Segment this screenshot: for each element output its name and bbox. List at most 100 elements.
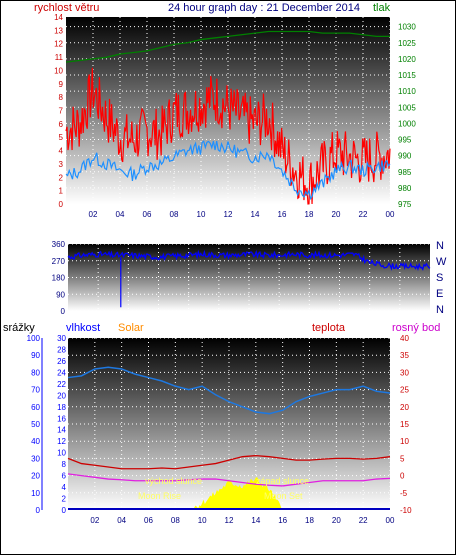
chart-title: 24 hour graph day : 21 December 2014 xyxy=(168,2,360,14)
time-tick-label: 16 xyxy=(278,516,287,525)
time-tick-label: 02 xyxy=(89,210,98,219)
humidity-tick-label: 24 xyxy=(57,368,66,377)
temperature-tick-label: -5 xyxy=(400,489,408,498)
temperature-tick-label: 20 xyxy=(400,403,409,412)
time-tick-label: 18 xyxy=(305,516,314,525)
direction-tick-label: 360 xyxy=(52,240,66,249)
humidity-tick-label: 2 xyxy=(62,495,67,504)
time-tick-label: 04 xyxy=(116,210,125,219)
temperature-tick-label: 35 xyxy=(400,351,409,360)
humidity-tick-label: 22 xyxy=(57,380,66,389)
time-tick-label: 20 xyxy=(332,210,341,219)
time-tick-label: 04 xyxy=(117,516,126,525)
wind-tick-label: 3 xyxy=(59,160,64,169)
time-tick-label: 08 xyxy=(170,210,179,219)
pressure-tick-label: 1020 xyxy=(398,55,416,64)
wind-tick-label: 11 xyxy=(55,53,64,62)
solar-area xyxy=(68,477,390,510)
wind-tick-label: 8 xyxy=(59,93,64,102)
time-tick-label: 18 xyxy=(305,210,314,219)
time-tick-label: 06 xyxy=(144,516,153,525)
time-tick-label: 22 xyxy=(359,516,368,525)
pressure-tick-label: 1010 xyxy=(398,87,416,96)
axis-labels: 0123456789101112131497598098599099510001… xyxy=(27,13,417,525)
temperature-tick-label: 30 xyxy=(400,368,409,377)
temperature-tick-label: 25 xyxy=(400,386,409,395)
time-tick-label: 20 xyxy=(332,516,341,525)
wind-panel-plot xyxy=(65,30,391,205)
rain-tick-label: 90 xyxy=(31,351,40,360)
time-tick-label: 00 xyxy=(386,516,395,525)
direction-panel-grid xyxy=(68,243,430,312)
wind-tick-label: 12 xyxy=(54,40,63,49)
direction-tick-label: 0 xyxy=(61,307,66,316)
dewpoint-series xyxy=(67,473,391,487)
pressure-tick-label: 985 xyxy=(398,168,412,177)
humidity-tick-label: 18 xyxy=(57,403,66,412)
direction-label-w: W xyxy=(436,256,447,268)
pressure-axis-title: tlak xyxy=(373,2,391,14)
temperature-axis-title: teplota xyxy=(312,322,346,334)
humidity-tick-label: 30 xyxy=(57,334,66,343)
wind-tick-label: 9 xyxy=(59,80,64,89)
rain-tick-label: 80 xyxy=(31,368,40,377)
temperature-tick-label: -10 xyxy=(400,506,412,515)
wind-tick-label: 6 xyxy=(59,120,64,129)
wind-tick-label: 14 xyxy=(54,13,63,22)
solar-axis-title: Solar xyxy=(118,322,144,334)
direction-label-n-top: N xyxy=(436,240,444,252)
direction-label-s: S xyxy=(436,272,443,284)
pressure-tick-label: 980 xyxy=(398,184,412,193)
time-tick-label: 12 xyxy=(225,516,234,525)
humidity-tick-label: 12 xyxy=(57,437,66,446)
humidity-tick-label: 14 xyxy=(57,426,66,435)
rain-tick-label: 40 xyxy=(31,437,40,446)
pressure-series xyxy=(65,30,390,63)
moonrise-annotation: Moon Rise xyxy=(138,491,181,501)
time-tick-label: 16 xyxy=(278,210,287,219)
humidity-tick-label: 8 xyxy=(62,460,67,469)
wind-tick-label: 7 xyxy=(59,107,64,116)
rain-tick-label: 60 xyxy=(31,403,40,412)
temperature-tick-label: 15 xyxy=(400,420,409,429)
humidity-series xyxy=(67,366,391,415)
direction-panel-plot xyxy=(67,249,431,308)
time-tick-label: 10 xyxy=(198,516,207,525)
pressure-tick-label: 1025 xyxy=(398,39,416,48)
direction-label-e: E xyxy=(436,288,443,300)
wind-axis-title: rychlost větru xyxy=(34,2,99,14)
rain-tick-label: 70 xyxy=(31,386,40,395)
humidity-tick-label: 6 xyxy=(62,472,67,481)
direction-tick-label: 180 xyxy=(52,274,66,283)
rain-tick-label: 30 xyxy=(31,454,40,463)
wind-tick-label: 2 xyxy=(59,173,64,182)
rain-tick-label: 100 xyxy=(27,334,41,343)
time-tick-label: 00 xyxy=(386,210,395,219)
lower-panel-plot xyxy=(67,366,391,510)
temperature-tick-label: 10 xyxy=(400,437,409,446)
time-tick-label: 14 xyxy=(251,516,260,525)
wind-tick-label: 4 xyxy=(59,147,64,156)
direction-label-n-bottom: N xyxy=(436,304,444,316)
pressure-tick-label: 1030 xyxy=(398,23,416,32)
time-tick-label: 22 xyxy=(359,210,368,219)
sunrise-annotation: východ slunce xyxy=(145,476,202,486)
wind-direction-series xyxy=(67,249,431,271)
time-tick-label: 02 xyxy=(90,516,99,525)
temperature-series xyxy=(67,454,391,470)
humidity-tick-label: 26 xyxy=(57,357,66,366)
time-tick-label: 12 xyxy=(224,210,233,219)
time-tick-label: 14 xyxy=(251,210,260,219)
humidity-tick-label: 0 xyxy=(62,506,67,515)
temperature-tick-label: 5 xyxy=(400,454,405,463)
wind-tick-label: 10 xyxy=(54,66,63,75)
humidity-tick-label: 16 xyxy=(57,414,66,423)
pressure-tick-label: 990 xyxy=(398,152,412,161)
pressure-tick-label: 1015 xyxy=(398,71,416,80)
moonset-annotation: Moon Set xyxy=(264,491,303,501)
humidity-tick-label: 10 xyxy=(57,449,66,458)
pressure-tick-label: 995 xyxy=(398,136,412,145)
temperature-tick-label: 40 xyxy=(400,334,409,343)
